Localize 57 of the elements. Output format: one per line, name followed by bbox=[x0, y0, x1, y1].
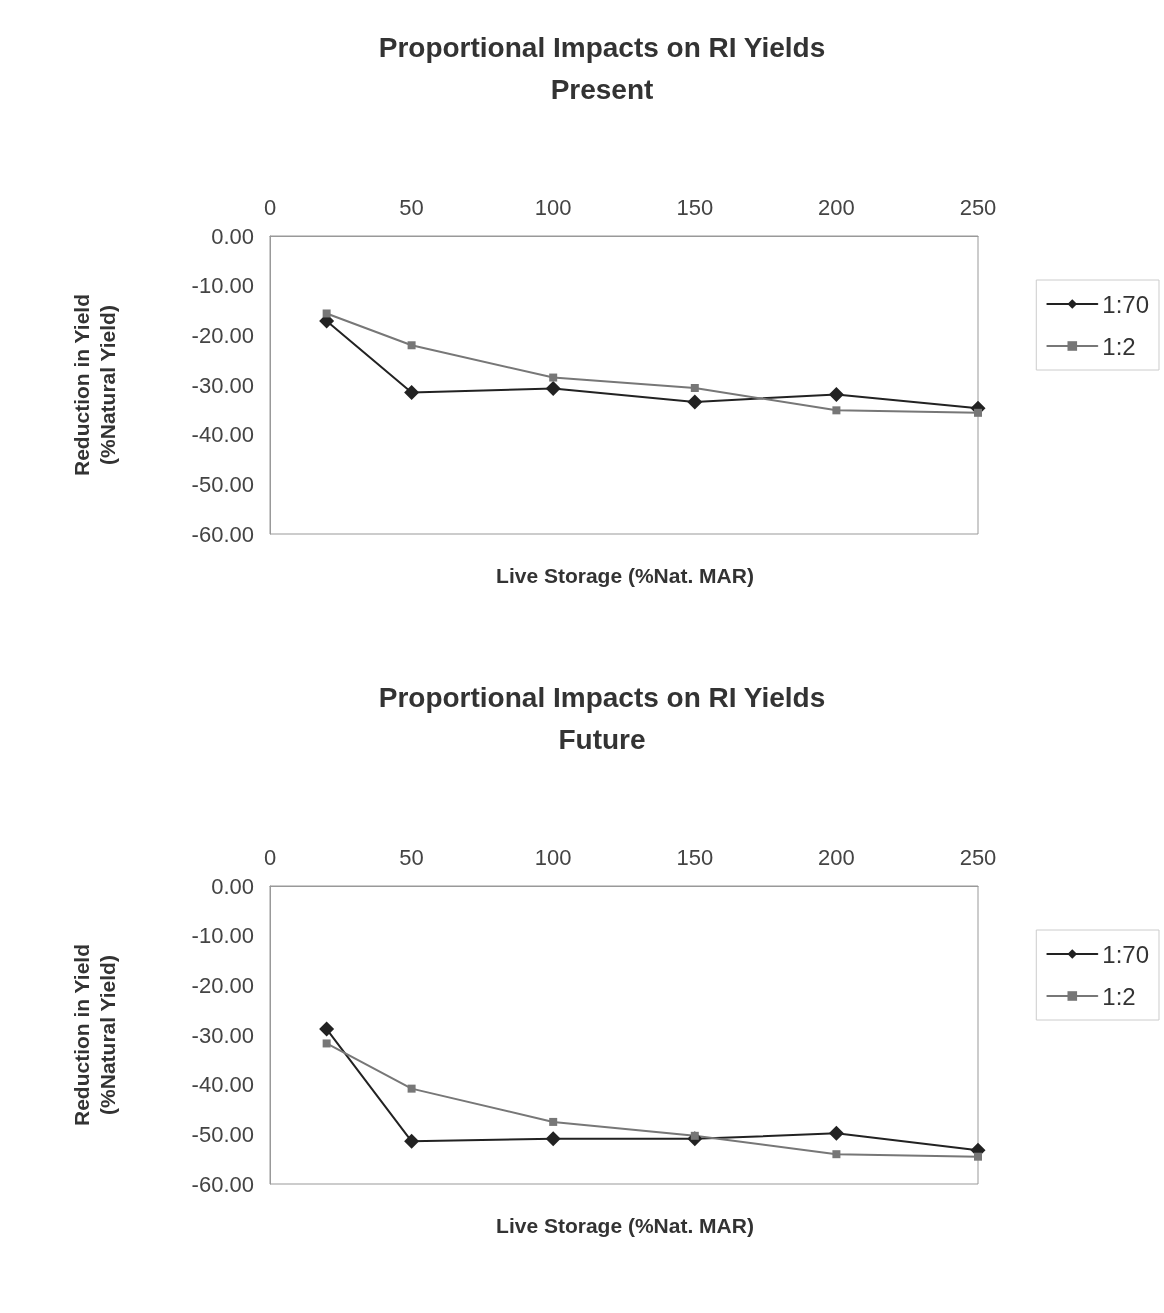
x-tick-label: 50 bbox=[399, 194, 424, 220]
point bbox=[322, 1039, 331, 1048]
chart-subtitle: Future bbox=[558, 723, 646, 755]
y-axis-title: Reduction in Yield (%Natural Yield) bbox=[69, 943, 119, 1127]
x-tick-label: 100 bbox=[534, 194, 572, 220]
y-tick-label: -40.00 bbox=[191, 1072, 254, 1098]
point bbox=[549, 1117, 558, 1126]
point bbox=[407, 1084, 416, 1093]
x-tick-label: 250 bbox=[959, 844, 997, 870]
chart-subtitle: Present bbox=[550, 73, 654, 105]
point bbox=[832, 406, 841, 415]
x-axis-title: Live Storage (%Nat. MAR) bbox=[496, 564, 754, 587]
x-tick-label: 0 bbox=[263, 194, 277, 220]
x-tick-label: 150 bbox=[676, 844, 714, 870]
y-tick-label: -40.00 bbox=[191, 422, 254, 448]
y-tick-label: -30.00 bbox=[191, 372, 254, 398]
legend-label: 1:2 bbox=[1102, 982, 1136, 1010]
legend-label: 1:70 bbox=[1102, 290, 1150, 318]
y-tick-label: -10.00 bbox=[191, 273, 254, 299]
chart-title: Proportional Impacts on RI Yields bbox=[378, 681, 826, 713]
point bbox=[407, 341, 416, 350]
point bbox=[545, 1131, 561, 1147]
y-tick-label: -20.00 bbox=[191, 972, 254, 998]
point bbox=[974, 408, 982, 417]
point bbox=[828, 1125, 844, 1141]
y-axis-title: Reduction in Yield (%Natural Yield) bbox=[69, 293, 119, 477]
legend-label: 1:70 bbox=[1102, 940, 1150, 968]
y-tick-label: -50.00 bbox=[191, 1121, 254, 1147]
y-tick-label: -30.00 bbox=[191, 1022, 254, 1048]
y-tick-label: 0.00 bbox=[211, 223, 254, 249]
point bbox=[404, 1133, 420, 1149]
point bbox=[690, 383, 699, 392]
y-tick-label: 0.00 bbox=[211, 873, 254, 899]
point bbox=[549, 373, 558, 382]
point bbox=[545, 380, 561, 396]
x-tick-label: 100 bbox=[534, 844, 572, 870]
y-tick-label: -20.00 bbox=[191, 322, 254, 348]
point bbox=[319, 1021, 335, 1037]
x-tick-label: 250 bbox=[959, 194, 997, 220]
legend-label: 1:2 bbox=[1102, 332, 1136, 360]
x-tick-label: 200 bbox=[818, 844, 855, 870]
x-tick-label: 150 bbox=[676, 194, 714, 220]
point bbox=[832, 1150, 841, 1159]
y-tick-label: -60.00 bbox=[191, 521, 254, 547]
point bbox=[404, 384, 420, 400]
point bbox=[687, 394, 703, 410]
point bbox=[322, 309, 331, 318]
point bbox=[974, 1152, 982, 1161]
x-tick-label: 0 bbox=[263, 844, 277, 870]
y-tick-label: -60.00 bbox=[191, 1171, 254, 1197]
point bbox=[828, 386, 844, 402]
y-tick-label: -50.00 bbox=[191, 471, 254, 497]
y-tick-label: -10.00 bbox=[191, 923, 254, 949]
x-axis-title: Live Storage (%Nat. MAR) bbox=[496, 1214, 754, 1237]
x-tick-label: 50 bbox=[399, 844, 424, 870]
x-tick-label: 200 bbox=[818, 194, 855, 220]
chart-title: Proportional Impacts on RI Yields bbox=[378, 31, 826, 63]
